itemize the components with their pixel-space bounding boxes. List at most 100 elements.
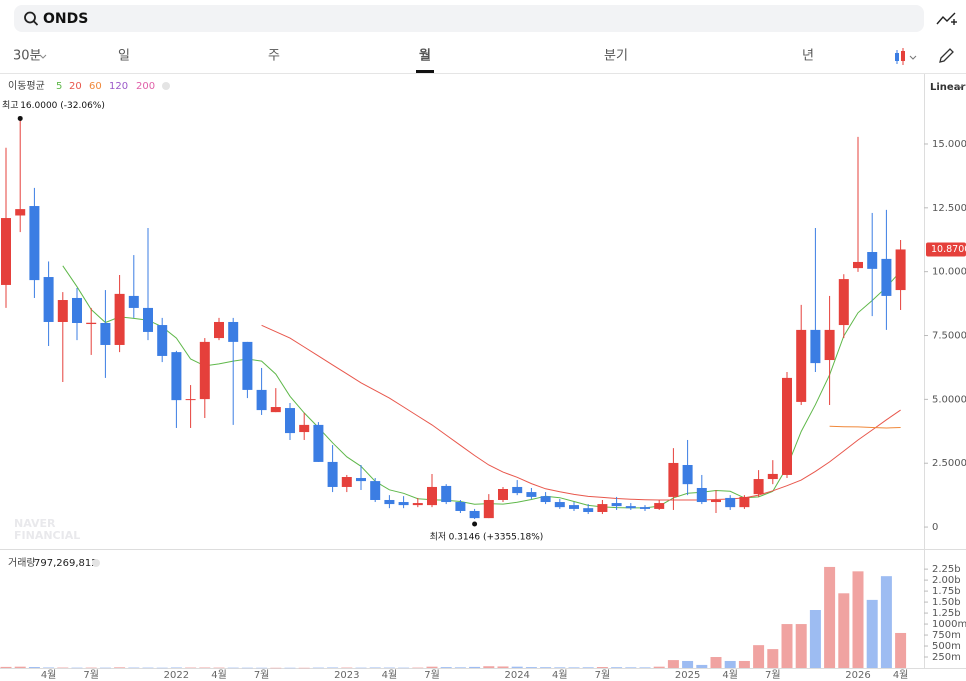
moving-average [62, 265, 901, 509]
ma-legend-item: 5 [56, 81, 62, 92]
volume-bar [440, 667, 452, 668]
volume-bar [866, 599, 878, 668]
x-tick-label: 2023 [334, 670, 359, 681]
chart-type-icon[interactable] [895, 48, 917, 65]
volume-bar [753, 645, 765, 668]
interval-tab[interactable]: 월 [419, 48, 431, 64]
volume-bar [199, 667, 211, 669]
candle-body [228, 321, 239, 342]
interval-tab[interactable]: 분기 [604, 49, 628, 64]
moving-average [261, 324, 901, 501]
candle-body [43, 277, 54, 322]
candle-body [867, 252, 878, 269]
candle-body [327, 461, 338, 487]
candle-body [853, 261, 863, 269]
last-price-tag [926, 242, 966, 257]
x-tick-label: 2025 [675, 670, 700, 681]
candle-body [824, 329, 835, 361]
candle-body [86, 322, 97, 325]
volume-bar [341, 667, 353, 669]
candle-body [214, 321, 224, 339]
candle-body [412, 503, 423, 506]
candle-body [810, 329, 821, 364]
x-tick-label: 4월 [552, 669, 568, 681]
volume-bar [383, 667, 395, 669]
candle-body [767, 473, 778, 480]
watermark: NAVER FINANCIAL [14, 517, 80, 542]
volume-bar [824, 566, 836, 668]
volume-bar [838, 593, 850, 668]
candle-body [498, 489, 508, 500]
candle-body [270, 407, 281, 413]
volume-last: 797,269,812 [34, 558, 98, 569]
volume-close[interactable] [92, 559, 100, 567]
draw-icon[interactable] [939, 48, 954, 63]
y-tick-label: 10.0000 [932, 267, 966, 278]
volume-bar [724, 660, 736, 668]
volume-bar [185, 667, 197, 669]
volume-tick-label: 2.00b [932, 575, 961, 586]
volume-title: 거래량 [8, 557, 36, 569]
x-tick-label: 4월 [211, 669, 227, 681]
x-tick-label: 4월 [41, 669, 57, 681]
volume-bar [497, 666, 509, 668]
ma-legend-item: 60 [89, 81, 102, 92]
low-marker [472, 521, 478, 527]
interval-tab[interactable]: 30분 [13, 49, 42, 64]
candle-body [483, 499, 494, 519]
volume-bar [852, 571, 864, 668]
x-tick-label: 2024 [504, 670, 529, 681]
volume-bar [114, 667, 126, 668]
candle-body [782, 377, 792, 475]
interval-tab[interactable]: 일 [118, 49, 130, 64]
candle-body [696, 487, 707, 503]
volume-bar [355, 667, 367, 669]
candle-body [341, 477, 352, 487]
x-tick-label: 4월 [893, 669, 909, 681]
scale-toggle[interactable]: Linear [930, 82, 965, 93]
candle-body [455, 502, 466, 511]
volume-bar [99, 667, 111, 669]
interval-tab[interactable]: 주 [268, 49, 280, 64]
candle-body [526, 492, 537, 497]
candle-body [427, 486, 437, 506]
candle-body [384, 499, 395, 505]
candles [1, 118, 906, 520]
volume-bar [170, 667, 182, 668]
x-tick-label: 7월 [254, 669, 270, 681]
volume-bar [312, 667, 324, 669]
candle-body [753, 479, 764, 495]
volume-bar [43, 667, 55, 668]
candle-body [881, 258, 892, 296]
volume-tick-label: 1000m [932, 619, 966, 630]
watermark-text: FINANCIAL [14, 529, 80, 542]
candle-body [540, 496, 551, 503]
volume-bar [284, 667, 296, 669]
search-box[interactable] [14, 5, 924, 32]
volume-bar [398, 667, 410, 669]
volume-bar [14, 666, 26, 668]
volume-tick-label: 2.25b [932, 564, 961, 575]
candle-body [583, 508, 594, 512]
x-tick-label: 2026 [845, 670, 870, 681]
x-tick-label: 4월 [722, 669, 738, 681]
volume-bar [128, 667, 140, 669]
compare-icon[interactable] [936, 12, 957, 25]
volume-bar [625, 667, 637, 668]
volume-tick-label: 500m [932, 641, 961, 652]
interval-tab[interactable]: 년 [802, 49, 814, 64]
ma-close[interactable] [162, 82, 170, 90]
candle-body [654, 503, 665, 509]
ma-legend-item: 200 [136, 81, 155, 92]
ma-legend-item: 120 [109, 81, 128, 92]
volume-bar [227, 667, 239, 669]
low-title: 최저 [430, 532, 447, 543]
y-tick-label: 7.5000 [932, 331, 966, 342]
volume-bar [696, 664, 708, 668]
x-tick-label: 7월 [765, 669, 781, 681]
volume-bar [795, 624, 807, 668]
volume-bar [85, 667, 97, 669]
x-tick-label: 4월 [382, 669, 398, 681]
candle-body [15, 209, 26, 216]
volume-bar [213, 667, 225, 669]
